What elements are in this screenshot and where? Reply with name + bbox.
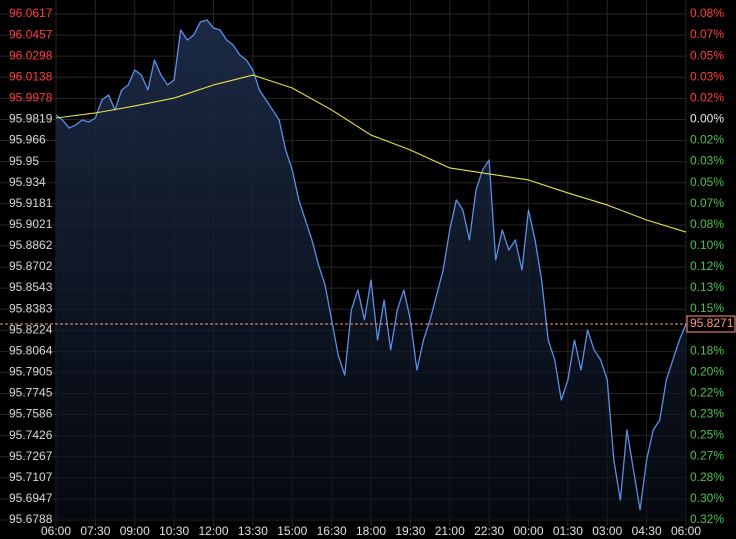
y-tick-label: 96.0457 — [9, 27, 53, 41]
y-tick-label: 95.9021 — [9, 217, 53, 231]
x-tick-label: 12:00 — [198, 524, 228, 538]
y2-tick-label: 0.08% — [690, 217, 724, 231]
y2-tick-label: 0.27% — [690, 449, 724, 463]
y-tick-label: 95.966 — [9, 133, 46, 147]
y-tick-label: 95.7745 — [9, 386, 53, 400]
x-tick-label: 07:30 — [80, 524, 110, 538]
last-value-label: 95.8271 — [690, 316, 734, 330]
labels: 96.0617 96.0457 96.0298 96.0138 95.9978 95.98… — [9, 6, 736, 538]
x-tick-label: 18:00 — [356, 524, 386, 538]
y2-tick-label: 0.28% — [690, 470, 724, 484]
y2-tick-label: 0.02% — [690, 91, 724, 105]
y2-tick-label: 0.25% — [690, 428, 724, 442]
y2-tick-label: 0.05% — [690, 48, 724, 62]
y2-tick-label: 0.15% — [690, 301, 724, 315]
y-tick-label: 96.0298 — [9, 48, 53, 62]
y2-tick-label: 0.13% — [690, 280, 724, 294]
y2-tick-label: 0.07% — [690, 196, 724, 210]
y-tick-label: 95.8702 — [9, 259, 53, 273]
y-tick-label: 95.8543 — [9, 280, 53, 294]
y2-tick-label: 0.00% — [690, 112, 724, 126]
y-tick-label: 96.0138 — [9, 69, 53, 83]
y2-tick-label: 0.08% — [690, 6, 724, 20]
series-line — [55, 19, 687, 511]
y2-tick-label: 0.05% — [690, 175, 724, 189]
y2-tick-label: 0.30% — [690, 491, 724, 505]
x-tick-label: 06:00 — [41, 524, 71, 538]
y-tick-label: 95.8224 — [9, 322, 53, 336]
y2-tick-label: 0.03% — [690, 69, 724, 83]
x-tick-label: 09:00 — [120, 524, 150, 538]
x-tick-label: 04:30 — [632, 524, 662, 538]
y2-tick-label: 0.22% — [690, 386, 724, 400]
y-tick-label: 95.9819 — [9, 112, 53, 126]
x-tick-label: 01:30 — [553, 524, 583, 538]
y-tick-label: 95.9181 — [9, 196, 53, 210]
y2-tick-label: 0.32% — [690, 512, 724, 526]
x-tick-label: 00:00 — [513, 524, 543, 538]
x-tick-label: 15:00 — [277, 524, 307, 538]
y2-tick-label: 0.07% — [690, 27, 724, 41]
y-tick-label: 95.7905 — [9, 365, 53, 379]
y-tick-label: 95.6947 — [9, 491, 53, 505]
y2-tick-label: 0.03% — [690, 154, 724, 168]
y2-tick-label: 0.10% — [690, 238, 724, 252]
y-tick-label: 95.8383 — [9, 301, 53, 315]
x-tick-label: 03:00 — [592, 524, 622, 538]
y-tick-label: 95.8862 — [9, 238, 53, 252]
x-tick-label: 22:30 — [474, 524, 504, 538]
y-tick-label: 95.934 — [9, 175, 46, 189]
x-tick-label: 16:30 — [317, 524, 347, 538]
x-tick-label: 21:00 — [435, 524, 465, 538]
y2-tick-label: 0.20% — [690, 364, 724, 378]
y-tick-label: 95.7426 — [9, 428, 53, 442]
y2-tick-label: 0.02% — [690, 133, 724, 147]
y-tick-label: 95.6788 — [9, 512, 53, 526]
y-tick-label: 95.7267 — [9, 449, 53, 463]
y2-tick-label: 0.18% — [690, 343, 724, 357]
x-tick-label: 06:00 — [671, 524, 701, 538]
x-tick-label: 10:30 — [159, 524, 189, 538]
y2-tick-label: 0.23% — [690, 407, 724, 421]
y-tick-label: 95.7107 — [9, 470, 53, 484]
series-line — [55, 74, 687, 233]
y-tick-label: 95.95 — [9, 154, 39, 168]
plot — [0, 19, 687, 521]
y2-tick-label: 0.12% — [690, 259, 724, 273]
y-tick-label: 96.0617 — [9, 6, 53, 20]
last-value-box — [686, 315, 736, 333]
area — [56, 19, 686, 521]
x-tick-label: 19:30 — [395, 524, 425, 538]
y-tick-label: 95.7586 — [9, 407, 53, 421]
y-tick-label: 95.8064 — [9, 344, 53, 358]
y-tick-label: 95.9978 — [9, 91, 53, 105]
x-tick-label: 13:30 — [238, 524, 268, 538]
